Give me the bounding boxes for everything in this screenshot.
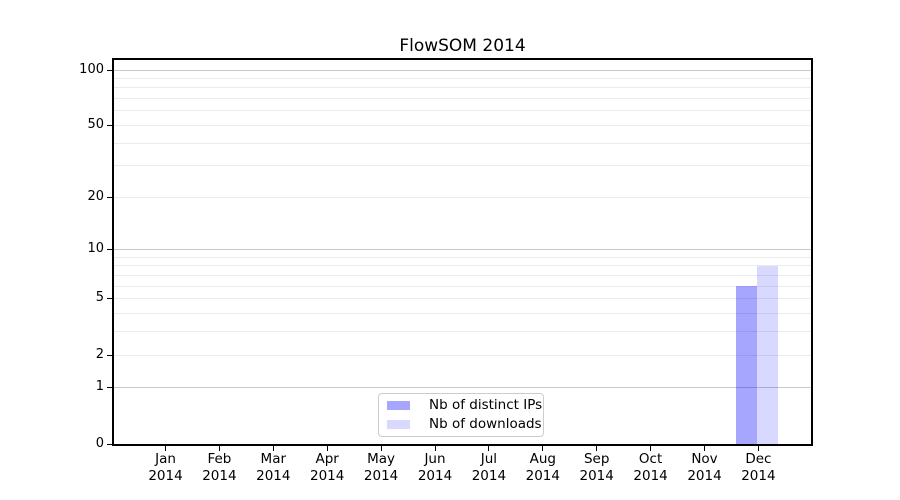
x-axis-tick — [650, 446, 652, 451]
x-axis-tick — [165, 446, 166, 451]
x-axis-tick-label-month: Nov — [691, 451, 718, 467]
legend: Nb of distinct IPs Nb of downloads — [378, 393, 544, 437]
y-axis-tick — [107, 249, 112, 251]
minor-gridline — [114, 77, 811, 79]
x-axis-tick-label-year: 2014 — [687, 468, 722, 484]
y-axis-tick — [107, 443, 112, 445]
y-axis-tick — [107, 196, 112, 198]
x-axis-tick — [542, 446, 544, 451]
minor-gridline — [114, 354, 811, 356]
minor-gridline — [114, 98, 811, 100]
minor-gridline — [114, 285, 811, 287]
major-gridline — [114, 387, 811, 389]
x-axis-tick — [380, 446, 382, 451]
y-axis-tick-label: 50 — [87, 116, 104, 132]
bar-distinct-ips — [736, 286, 757, 444]
minor-gridline — [114, 87, 811, 89]
minor-gridline — [114, 165, 811, 167]
legend-swatch-downloads — [387, 420, 410, 429]
x-axis-tick-label-month: Feb — [207, 451, 232, 467]
minor-gridline — [114, 331, 811, 333]
x-axis-tick — [704, 446, 705, 451]
y-axis-tick-label: 1 — [95, 379, 104, 395]
x-axis-tick-label-month: Jun — [424, 451, 446, 467]
y-axis-tick-label: 5 — [95, 290, 104, 306]
x-axis-tick — [218, 446, 220, 451]
minor-gridline — [114, 298, 811, 300]
y-axis-tick-label: 20 — [87, 188, 104, 204]
minor-gridline — [114, 313, 811, 315]
y-axis-tick-label: 0 — [95, 435, 104, 451]
x-axis-tick — [326, 446, 328, 451]
legend-item-downloads: Nb of downloads — [387, 417, 542, 432]
x-axis-tick — [596, 446, 598, 451]
minor-gridline — [114, 256, 811, 258]
x-axis-tick-label-year: 2014 — [471, 468, 507, 484]
x-axis-tick-label-month: Jul — [480, 451, 498, 467]
chart-title: FlowSOM 2014 — [399, 36, 526, 56]
x-axis-tick-label-month: May — [367, 451, 396, 467]
x-axis-tick-label-month: Jan — [155, 451, 176, 467]
x-axis-tick-label-year: 2014 — [417, 468, 453, 484]
legend-item-distinct-ips: Nb of distinct IPs — [387, 398, 542, 413]
x-axis-tick-label-year: 2014 — [633, 468, 668, 484]
y-axis-tick-label: 2 — [95, 346, 104, 362]
x-axis-tick-label-year: 2014 — [310, 468, 345, 484]
x-axis-tick-label-month: Dec — [745, 451, 772, 467]
legend-swatch-distinct-ips — [387, 401, 410, 410]
x-axis-tick — [757, 446, 759, 451]
legend-label-downloads: Nb of downloads — [429, 416, 542, 432]
bar-downloads — [757, 265, 778, 444]
y-axis-tick-label: 100 — [79, 61, 104, 77]
x-axis-tick-label-year: 2014 — [579, 468, 614, 484]
x-axis-tick-label-month: Oct — [638, 451, 663, 467]
minor-gridline — [114, 265, 811, 267]
x-axis-tick-label-year: 2014 — [525, 468, 560, 484]
y-axis-tick — [107, 69, 112, 71]
x-axis-tick-label-year: 2014 — [202, 468, 237, 484]
legend-label-distinct-ips: Nb of distinct IPs — [429, 397, 543, 413]
minor-gridline — [114, 142, 811, 144]
y-axis-tick — [107, 387, 112, 389]
minor-gridline — [114, 124, 811, 126]
x-axis-tick-label-month: Mar — [260, 451, 287, 467]
x-axis-tick — [434, 446, 436, 451]
y-axis-tick — [107, 298, 112, 300]
minor-gridline — [114, 196, 811, 198]
major-gridline — [114, 69, 811, 71]
x-axis-tick-label-year: 2014 — [741, 468, 776, 484]
x-axis-tick — [488, 446, 490, 451]
y-axis-tick — [107, 124, 112, 126]
major-gridline — [114, 249, 811, 251]
x-axis-tick-label-year: 2014 — [363, 468, 399, 484]
x-axis-tick-label-month: Sep — [583, 451, 610, 467]
x-axis-tick-label-year: 2014 — [256, 468, 291, 484]
x-axis-tick-label-month: Aug — [529, 451, 556, 467]
x-axis-tick-label-month: Apr — [315, 451, 339, 467]
x-axis-tick — [272, 446, 274, 451]
y-axis-tick-label: 10 — [87, 241, 104, 257]
minor-gridline — [114, 275, 811, 276]
x-axis-tick-label-year: 2014 — [148, 468, 183, 484]
y-axis-tick — [107, 354, 112, 356]
minor-gridline — [114, 110, 811, 112]
